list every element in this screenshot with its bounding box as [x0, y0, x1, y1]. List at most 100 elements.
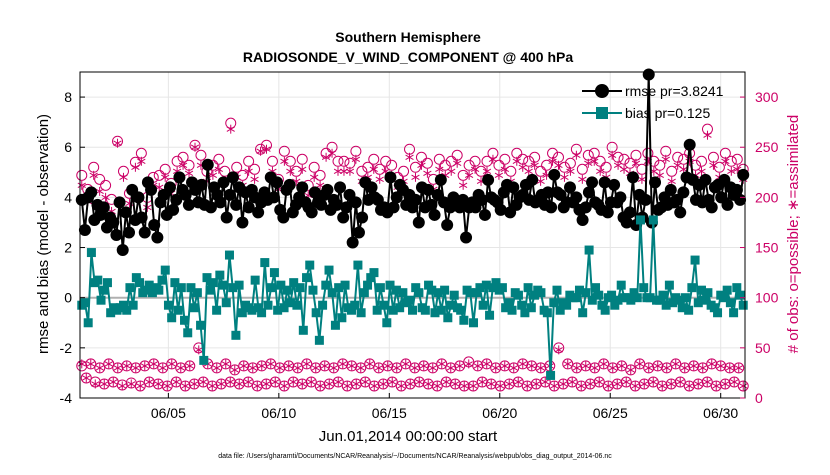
obs-possible-point	[338, 155, 350, 167]
obs-assimilated-point	[680, 363, 689, 373]
bias-point	[469, 318, 479, 328]
assimilated-star-stroke	[91, 381, 100, 387]
bias-point	[263, 300, 273, 310]
assimilated-star-stroke	[137, 158, 146, 164]
bias-point	[430, 308, 440, 318]
assimilated-star-stroke	[284, 363, 293, 369]
assimilated-star-stroke	[524, 168, 533, 174]
obs-assimilated-point	[572, 150, 581, 160]
obs-assimilated-point	[131, 363, 140, 373]
assimilated-star-stroke	[613, 162, 623, 168]
obs-assimilated-point	[401, 359, 410, 369]
obs-assimilated-point	[226, 377, 235, 387]
bias-point	[395, 303, 405, 313]
obs-possible-point	[493, 159, 505, 171]
assimilated-star-stroke	[298, 381, 307, 387]
assimilated-star-stroke	[235, 381, 244, 387]
obs-assimilated-point	[104, 359, 113, 369]
obs-assimilated-point	[293, 363, 302, 373]
assimilated-star-stroke	[329, 365, 338, 371]
bias-point	[369, 268, 379, 278]
obs-assimilated-point	[310, 172, 319, 182]
obs-assimilated-point	[212, 363, 221, 373]
obs-assimilated-point	[541, 377, 550, 387]
obs-assimilated-point	[388, 377, 397, 387]
assimilated-star-stroke	[226, 126, 235, 132]
obs-assimilated-point	[161, 172, 170, 182]
assimilated-star-stroke	[667, 178, 676, 185]
bias-point	[302, 273, 312, 283]
obs-assimilated-point	[470, 164, 480, 174]
obs-possible-point	[433, 153, 445, 165]
bias-point	[279, 303, 289, 313]
legend-rmse-marker	[595, 84, 609, 98]
assimilated-star-stroke	[315, 182, 325, 189]
assimilated-star-stroke	[311, 365, 320, 371]
assimilated-star-stroke	[338, 361, 347, 367]
obs-assimilated-point	[136, 381, 145, 391]
bias-point	[546, 370, 556, 380]
assimilated-star-stroke	[374, 365, 383, 371]
obs-assimilated-point	[698, 363, 707, 373]
rmse-point	[737, 168, 750, 181]
assimilated-star-stroke	[352, 381, 361, 387]
bias-point	[552, 285, 562, 295]
bias-point	[334, 283, 344, 293]
assimilated-star-stroke	[671, 361, 680, 367]
obs-assimilated-point	[725, 363, 734, 373]
y-right-axis-label: # of obs: o=possible; ∗=assimilated	[785, 115, 802, 354]
bias-point	[221, 298, 231, 308]
assimilated-star-stroke	[345, 168, 355, 174]
obs-possible-point	[451, 149, 463, 161]
rmse-point	[78, 223, 91, 236]
bias-point	[125, 283, 135, 293]
bias-point	[629, 288, 639, 298]
rmse-point	[639, 193, 652, 206]
bias-point	[668, 298, 678, 308]
obs-assimilated-point	[578, 174, 587, 184]
rmse-point	[236, 216, 249, 229]
assimilated-star-stroke	[494, 172, 504, 179]
obs-assimilated-point	[244, 166, 253, 176]
rmse-point	[699, 173, 712, 186]
assimilated-star-stroke	[530, 162, 539, 168]
obs-assimilated-point	[518, 162, 527, 172]
assimilated-star-stroke	[321, 154, 331, 160]
assimilated-star-stroke	[491, 365, 500, 371]
obs-possible-point	[696, 155, 708, 167]
assimilated-star-stroke	[154, 381, 163, 387]
assimilated-star-stroke	[184, 170, 194, 176]
assimilated-star-stroke	[119, 174, 128, 181]
assimilated-star-stroke	[514, 379, 523, 385]
bias-point	[542, 308, 552, 318]
bias-point	[491, 278, 501, 288]
bias-point	[520, 308, 530, 318]
assimilated-star-stroke	[361, 379, 370, 385]
obs-assimilated-point	[532, 379, 541, 389]
obs-assimilated-point	[230, 365, 239, 375]
rmse-point	[677, 186, 690, 199]
obs-assimilated-point	[167, 359, 176, 369]
obs-assimilated-point	[496, 381, 505, 391]
assimilated-star-stroke	[596, 168, 605, 174]
obs-assimilated-point	[406, 379, 415, 389]
assimilated-star-stroke	[599, 361, 608, 367]
obs-assimilated-point	[208, 381, 217, 391]
assimilated-star-stroke	[572, 152, 581, 158]
bias-point	[96, 295, 106, 305]
assimilated-star-stroke	[208, 383, 217, 389]
bias-point	[231, 330, 241, 340]
assimilated-star-stroke	[733, 166, 742, 172]
obs-possible-point	[171, 155, 183, 167]
rmse-point	[163, 181, 176, 194]
assimilated-star-stroke	[256, 148, 265, 154]
assimilated-star-stroke	[653, 363, 662, 369]
bias-point	[719, 293, 729, 303]
obs-possible-point	[670, 358, 682, 370]
bias-point	[408, 305, 417, 315]
assimilated-star-stroke	[707, 361, 716, 367]
assimilated-star-stroke	[383, 363, 392, 369]
obs-possible-point	[600, 161, 612, 173]
assimilated-star-stroke	[89, 172, 98, 179]
obs-assimilated-point	[662, 363, 671, 373]
